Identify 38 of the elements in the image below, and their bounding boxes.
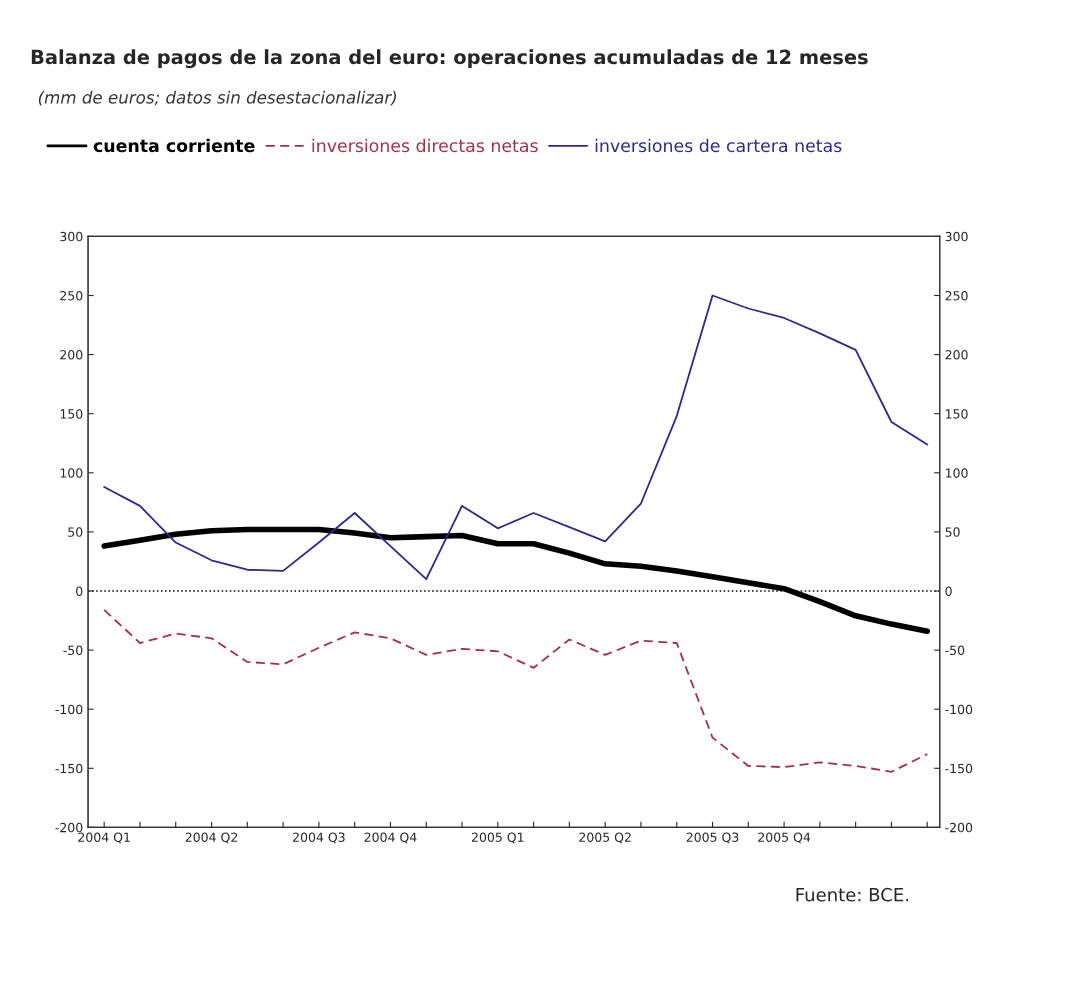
y-tick-label: 0 — [76, 586, 83, 596]
x-tick-label: 2005 Q4 — [758, 832, 811, 844]
y2-tick-label: -200 — [945, 822, 973, 833]
y2-tick-label: 250 — [945, 290, 968, 301]
x-tick-label: 2004 Q1 — [78, 832, 130, 844]
line-series — [103, 609, 929, 773]
y-tick-label: 250 — [60, 290, 83, 301]
legend-label: inversiones de cartera netas — [595, 138, 842, 153]
y2-tick-label: 50 — [945, 527, 960, 537]
y-tick-label: -150 — [55, 763, 83, 774]
y2-tick-label: 0 — [945, 586, 952, 596]
line-series — [103, 294, 929, 581]
y2-tick-label: 150 — [945, 409, 968, 419]
legend-label: cuenta corriente — [93, 138, 255, 153]
y-tick-label: 300 — [60, 231, 83, 242]
legend-label: inversiones directas netas — [312, 138, 538, 153]
x-tick-label: 2004 Q4 — [364, 832, 417, 844]
chart-title: Balanza de pagos de la zona del euro: operaciones acumuladas de 12 meses — [31, 49, 868, 69]
y-tick-label: 200 — [60, 350, 83, 360]
y2-tick-label: -50 — [945, 645, 965, 656]
y2-tick-label: 100 — [945, 468, 968, 478]
x-tick-label: 2004 Q3 — [293, 832, 345, 844]
y-tick-label: -100 — [55, 704, 83, 715]
source-note: Fuente: BCE. — [796, 887, 909, 902]
x-tick-label: 2005 Q2 — [579, 832, 631, 844]
x-tick-label: 2004 Q2 — [185, 832, 238, 844]
x-tick-label: 2005 Q3 — [686, 832, 739, 844]
y2-tick-label: 300 — [945, 231, 968, 242]
y-tick-label: 150 — [60, 409, 83, 419]
x-tick-label: 2005 Q1 — [471, 832, 524, 844]
y-tick-label: -50 — [63, 645, 83, 656]
chart-subtitle: (mm de euros; datos sin desestacionalizar) — [38, 90, 396, 106]
y-tick-label: 50 — [68, 527, 83, 537]
y2-tick-label: -150 — [945, 763, 973, 774]
y-tick-label: 100 — [60, 468, 83, 478]
y-tick-label: -200 — [55, 822, 83, 833]
y2-tick-label: 200 — [945, 350, 968, 360]
y2-tick-label: -100 — [945, 704, 973, 715]
